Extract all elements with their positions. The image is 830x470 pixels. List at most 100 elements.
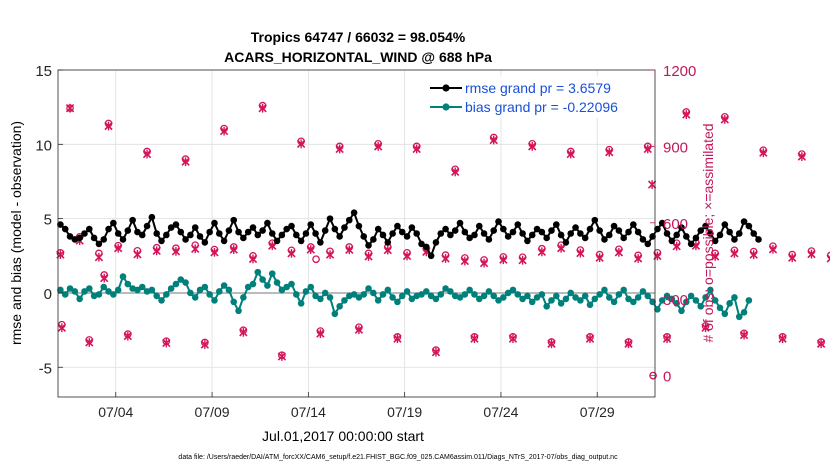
obs-assimilated-marker (94, 252, 104, 262)
rmse-point (321, 227, 329, 234)
bias-point (427, 292, 435, 300)
bias-point (634, 294, 642, 301)
rmse-point (524, 237, 531, 245)
rmse-point (485, 236, 493, 243)
rmse-point (254, 231, 262, 239)
bias-point (187, 289, 194, 297)
bias-point (321, 289, 329, 297)
rmse-point (85, 225, 93, 233)
bias-point (562, 295, 570, 303)
bias-point (312, 292, 319, 300)
obs-assimilated-marker (258, 103, 267, 113)
rmse-point (658, 219, 666, 227)
x-tick-label: 07/19 (387, 404, 422, 420)
rmse-point (418, 240, 425, 248)
bias-point (654, 306, 661, 313)
obs-assimilated-marker (701, 323, 710, 333)
rmse-point (692, 234, 700, 242)
rmse-point (682, 233, 690, 240)
legend: rmse grand pr = 3.6579 bias grand pr = -… (425, 76, 651, 118)
rmse-point (702, 222, 709, 230)
rmse-point (398, 228, 406, 236)
bias-point (307, 283, 315, 291)
rmse-point (201, 239, 209, 246)
rmse-point (293, 231, 300, 239)
obs-assimilated-marker (479, 258, 489, 268)
rmse-point (273, 237, 281, 245)
bias-point (466, 286, 473, 294)
obs-possible-marker (649, 371, 657, 380)
bias-point (495, 297, 502, 304)
legend-bias-label: bias grand pr = -0.22096 (465, 99, 618, 115)
bias-point (639, 288, 647, 295)
bias-point (220, 282, 228, 289)
rmse-point (66, 233, 74, 240)
rmse-point (466, 234, 473, 242)
rmse-point (610, 222, 618, 230)
bias-point (649, 298, 656, 306)
bias-point (586, 301, 594, 309)
right-tick-label: 1200 (663, 63, 696, 80)
bias-point (182, 279, 189, 286)
rmse-point (240, 234, 247, 242)
rmse-point (495, 218, 502, 225)
rmse-point (119, 236, 127, 243)
left-tick-label: 0 (44, 286, 52, 303)
legend-rmse-label: rmse grand pr = 3.6579 (465, 80, 611, 96)
obs-assimilated-marker (682, 110, 691, 119)
bias-point (591, 295, 599, 303)
rmse-point (548, 227, 555, 234)
bias-point (668, 295, 676, 303)
rmse-point (57, 221, 64, 228)
rmse-point (312, 230, 319, 237)
bias-point (230, 298, 238, 306)
bias-point (71, 288, 79, 295)
bias-point (687, 292, 695, 300)
bias-point (475, 295, 483, 303)
bias-point (153, 292, 160, 300)
obs-assimilated-marker (788, 253, 797, 263)
obs-assimilated-marker (191, 244, 200, 254)
obs-assimilated-marker (566, 149, 575, 159)
plot-area (58, 70, 655, 397)
obs-assimilated-marker (460, 256, 469, 266)
rmse-point (196, 233, 204, 240)
rmse-point (726, 228, 733, 236)
obs-assimilated-marker (807, 249, 816, 259)
rmse-point (649, 233, 656, 240)
obs-assimilated-marker (441, 254, 450, 263)
obs-assimilated-marker (393, 334, 402, 344)
obs-assimilated-marker (210, 247, 219, 257)
obs-assimilated-stroke (826, 254, 830, 259)
bias-point (644, 292, 652, 300)
rmse-point (61, 225, 69, 233)
rmse-point (302, 230, 310, 237)
bias-point (211, 297, 218, 304)
obs-assimilated-marker (576, 248, 585, 258)
rmse-point (721, 221, 729, 228)
obs-assimilated-marker (711, 252, 720, 261)
obs-assimilated-marker (816, 339, 826, 349)
rmse-point (124, 227, 132, 234)
bias-point (500, 294, 507, 301)
rmse-point (345, 216, 353, 224)
bias-point (95, 291, 103, 298)
rmse-point (278, 231, 286, 239)
rmse-point (447, 231, 454, 239)
rmse-point (105, 225, 112, 233)
bias-point (365, 285, 372, 292)
obs-assimilated-marker (229, 245, 238, 254)
bias-point (630, 298, 637, 306)
rmse-point (572, 224, 579, 231)
rmse-point (567, 230, 575, 237)
obs-assimilated-marker (614, 247, 624, 257)
bias-point (716, 304, 724, 312)
bias-point (81, 288, 88, 295)
obs-assimilated-marker (296, 139, 306, 149)
legend-rmse-marker (442, 84, 450, 92)
rmse-point (129, 216, 136, 224)
rmse-point (259, 227, 266, 234)
rmse-point (143, 222, 151, 230)
bias-point (57, 286, 64, 294)
rmse-point (384, 239, 392, 246)
